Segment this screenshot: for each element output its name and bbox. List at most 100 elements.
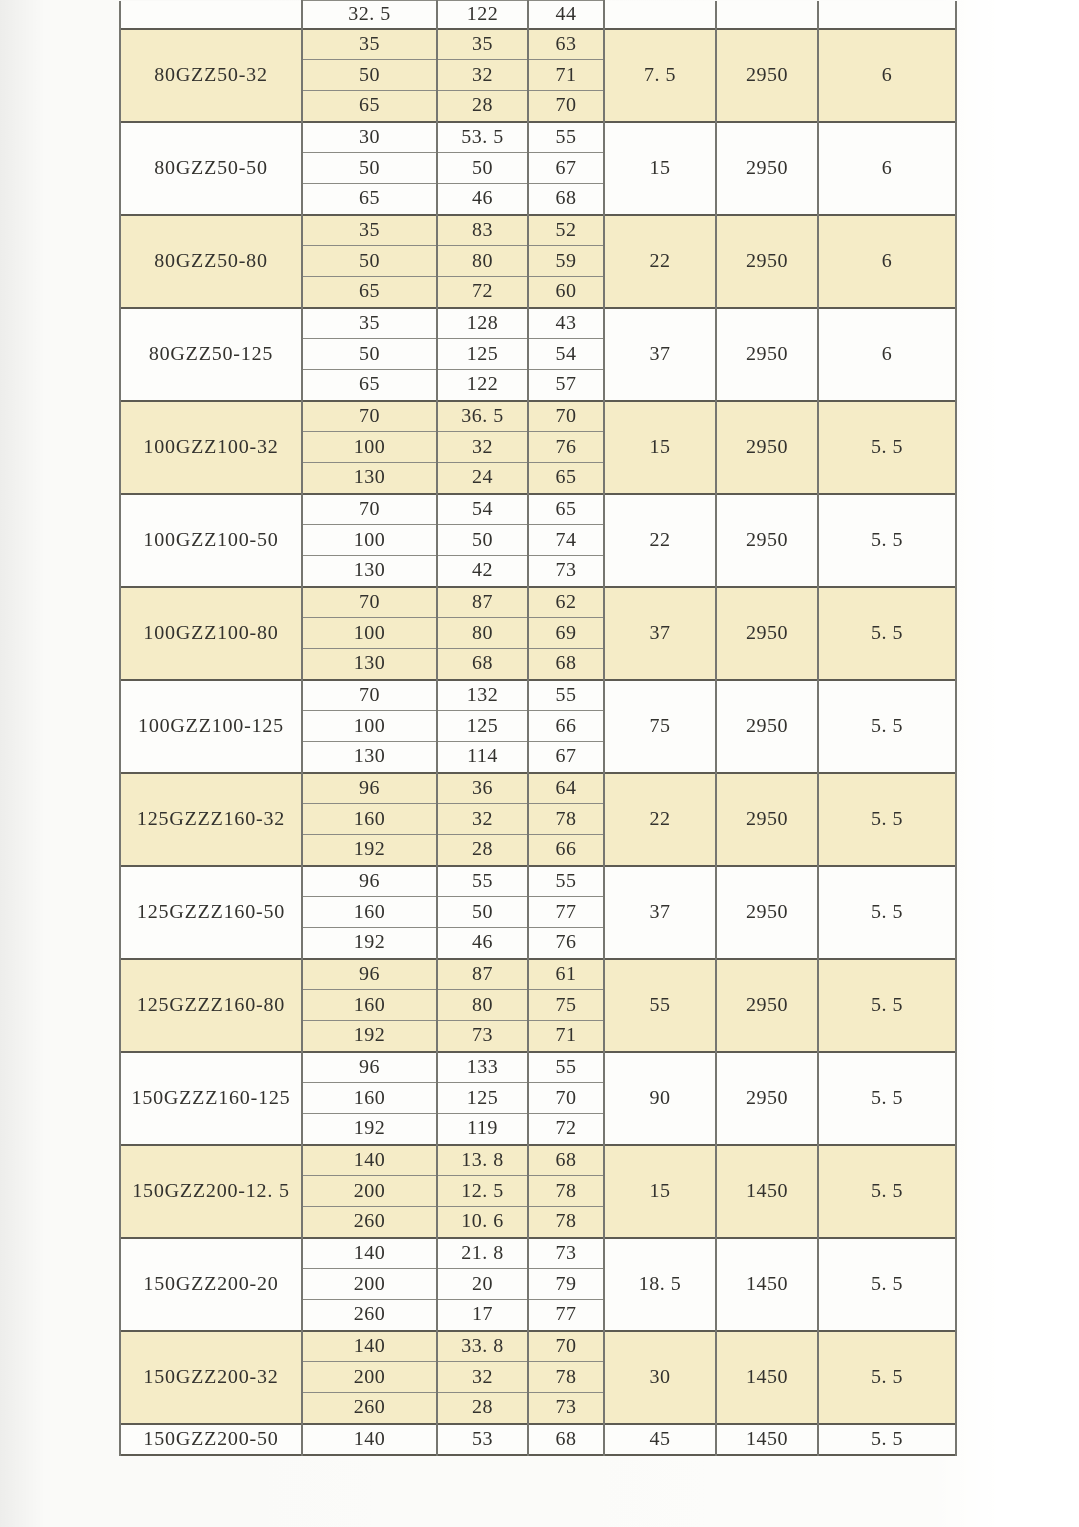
head-cell: 133 [436,1050,529,1083]
flow-cell: 100 [301,431,438,463]
efficiency-cell: 60 [527,276,605,308]
head-cell: 125 [436,1082,529,1114]
head-cell: 114 [436,741,529,773]
table-row: 125GZZZ160-50 96 55 55 37 2950 5. 5 [119,864,957,959]
head-cell: 42 [436,555,529,587]
head-cell: 36 [436,771,529,804]
flow-cell: 200 [301,1175,438,1207]
table-row: 65 122 57 [120,369,956,401]
head-cell: 80 [436,617,529,649]
model-cell: 150GZZ200-32 [119,1329,303,1424]
power-cell: 45 [603,1422,717,1455]
npsh-cell: 5. 5 [817,585,957,680]
table-row: 65 46 68 [120,183,956,215]
table-row: 200 32 78 [120,1361,956,1393]
flow-cell: 260 [301,1299,438,1331]
efficiency-cell: 78 [527,1175,605,1207]
flow-cell: 160 [301,896,438,928]
head-cell: 33. 8 [436,1329,529,1362]
efficiency-cell: 67 [527,152,605,184]
speed-cell: 1450 [715,1236,819,1331]
npsh-cell: 5. 5 [817,1143,957,1238]
efficiency-cell: 55 [527,864,605,897]
head-cell: 122 [436,369,529,401]
table-row: 125GZZZ160-32 96 36 64 22 2950 5. 5 [119,771,957,866]
head-cell: 50 [436,152,529,184]
power-cell: 30 [603,1329,717,1424]
flow-cell: 140 [301,1236,438,1269]
head-cell: 132 [436,678,529,711]
efficiency-cell: 78 [527,803,605,835]
table-row: 260 17 77 [120,1299,956,1331]
head-cell: 80 [436,245,529,277]
head-cell: 72 [436,276,529,308]
model-cell: 125GZZZ160-80 [119,957,303,1052]
speed-cell: 1450 [715,1422,819,1455]
table-row: 192 46 76 [120,927,956,959]
efficiency-cell: 76 [527,431,605,463]
efficiency-cell: 70 [527,399,605,432]
table-row: 260 28 73 [120,1392,956,1424]
efficiency-cell: 66 [527,710,605,742]
npsh-cell: 6 [817,120,957,215]
flow-cell: 65 [301,90,438,122]
speed-cell: 1450 [715,1329,819,1424]
head-cell: 46 [436,183,529,215]
table-row: 80GZZ50-32 35 35 63 7. 5 2950 6 [119,27,957,122]
table-row: 192 28 66 [120,834,956,866]
flow-cell: 65 [301,369,438,401]
flow-cell: 260 [301,1392,438,1424]
head-cell: 32 [436,431,529,463]
pump-spec-table: 32. 5 122 44 80GZZ50-32 35 35 63 7. 5 2950 6 50 32 7… [119,0,957,1456]
flow-cell: 30 [301,120,438,153]
model-cell: 150GZZZ160-125 [119,1050,303,1145]
value-cell: 44 [527,0,605,29]
efficiency-cell: 73 [527,1392,605,1424]
npsh-cell: 5. 5 [817,678,957,773]
npsh-cell: 5. 5 [817,771,957,866]
flow-cell: 130 [301,648,438,680]
speed-cell: 2950 [715,864,819,959]
model-cell: 80GZZ50-32 [119,27,303,122]
model-cell: 100GZZ100-32 [119,399,303,494]
head-cell: 12. 5 [436,1175,529,1207]
efficiency-cell: 65 [527,492,605,525]
table-row: 150GZZ200-50 140 53 68 45 1450 5. 5 [119,1422,957,1455]
efficiency-cell: 77 [527,896,605,928]
power-cell: 22 [603,771,717,866]
flow-cell: 140 [301,1329,438,1362]
power-cell: 22 [603,213,717,308]
table-row: 100 80 69 [120,617,956,649]
speed-cell: 2950 [715,120,819,215]
speed-cell: 2950 [715,27,819,122]
head-cell: 125 [436,338,529,370]
speed-cell: 2950 [715,771,819,866]
power-cell: 7. 5 [603,27,717,122]
table-row: 80GZZ50-80 35 83 52 22 2950 6 [119,213,957,308]
efficiency-cell: 68 [527,1422,605,1455]
table-row: 150GZZ200-20 140 21. 8 73 18. 5 1450 5. 5 [119,1236,957,1331]
efficiency-cell: 68 [527,648,605,680]
table-row: 160 125 70 [120,1082,956,1114]
head-cell: 32 [436,59,529,91]
table-row: 100 50 74 [120,524,956,556]
head-cell: 20 [436,1268,529,1300]
flow-cell: 70 [301,678,438,711]
flow-cell: 35 [301,27,438,60]
empty-cell [715,0,819,29]
flow-cell: 160 [301,1082,438,1114]
npsh-cell: 5. 5 [817,957,957,1052]
flow-cell: 140 [301,1422,438,1455]
flow-cell: 192 [301,1020,438,1052]
efficiency-cell: 73 [527,1236,605,1269]
efficiency-cell: 68 [527,1143,605,1176]
table-row: 65 72 60 [120,276,956,308]
model-cell: 80GZZ50-50 [119,120,303,215]
speed-cell: 2950 [715,492,819,587]
efficiency-cell: 54 [527,338,605,370]
flow-cell: 65 [301,183,438,215]
table-row: 100 32 76 [120,431,956,463]
head-cell: 46 [436,927,529,959]
flow-cell: 50 [301,245,438,277]
efficiency-cell: 61 [527,957,605,990]
